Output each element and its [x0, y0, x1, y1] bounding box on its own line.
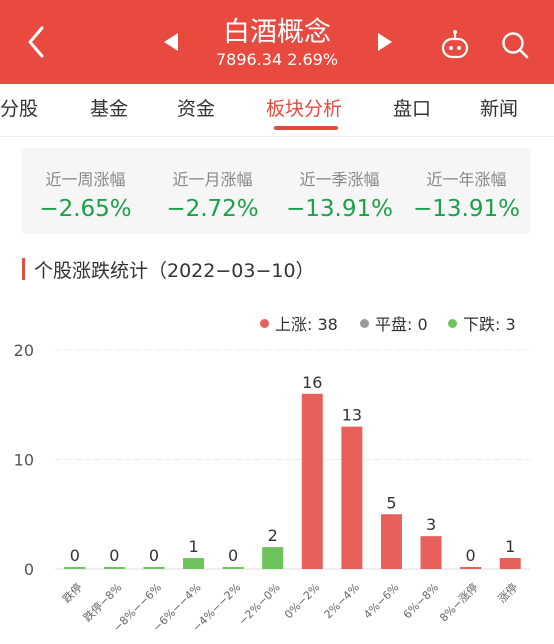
section-title: 个股涨跌统计（2022−03−10） — [34, 260, 315, 282]
bar-value-label: 13 — [342, 406, 362, 425]
legend-down: 下跌: 3 — [448, 311, 516, 335]
bar-value-label: 16 — [302, 373, 322, 392]
bar — [183, 558, 205, 569]
perf-value: −13.91% — [286, 196, 393, 222]
x-tick-label: 跌停 — [59, 580, 84, 605]
bar-value-label: 0 — [149, 546, 159, 565]
search-icon[interactable] — [498, 28, 532, 62]
next-arrow-icon[interactable] — [372, 30, 396, 54]
legend-flat-dot — [360, 319, 369, 328]
robot-assistant-icon[interactable] — [438, 28, 472, 62]
bar-value-label: 0 — [228, 546, 238, 565]
y-tick-label: 20 — [14, 341, 34, 360]
legend-up-label: 上涨: 38 — [275, 315, 338, 334]
tab-bar: 分股 基金 资金 板块分析 盘口 新闻 — [0, 84, 554, 137]
perf-value: −13.91% — [413, 196, 520, 222]
bar — [460, 567, 482, 569]
bar — [301, 393, 323, 569]
bar — [262, 547, 284, 569]
active-tab-indicator — [274, 126, 338, 130]
tab-capital[interactable]: 资金 — [177, 98, 216, 120]
performance-panel: 近一周涨幅 −2.65% 近一月涨幅 −2.72% 近一季涨幅 −13.91% … — [22, 148, 530, 234]
bar-value-label: 1 — [188, 537, 198, 556]
index-quote: 7896.34 2.69% — [215, 50, 339, 69]
perf-label: 近一季涨幅 — [299, 170, 380, 189]
bar-value-label: 0 — [70, 546, 80, 565]
legend-up: 上涨: 38 — [260, 311, 338, 335]
x-tick-label: 0%−2% — [282, 581, 322, 621]
y-tick-label: 10 — [14, 451, 34, 470]
page-title: 白酒概念 — [223, 17, 331, 48]
perf-label: 近一周涨幅 — [45, 170, 126, 189]
tab-news[interactable]: 新闻 — [480, 98, 519, 120]
legend-flat-label: 平盘: 0 — [375, 315, 428, 334]
tab-funds[interactable]: 基金 — [90, 98, 129, 120]
tab-stocks[interactable]: 分股 — [0, 98, 39, 120]
tab-sector-analysis[interactable]: 板块分析 — [266, 98, 343, 120]
legend-up-dot — [260, 319, 269, 328]
x-tick-label: 8%−涨停 — [436, 580, 480, 624]
bar — [222, 567, 244, 569]
bar — [103, 567, 125, 569]
bar — [420, 536, 442, 569]
bar — [380, 514, 402, 569]
y-tick-label: 0 — [24, 560, 34, 579]
tab-market-depth[interactable]: 盘口 — [393, 98, 432, 120]
previous-arrow-icon[interactable] — [160, 30, 184, 54]
x-tick-label: 2%−4% — [322, 581, 362, 621]
section-accent-bar — [22, 258, 25, 280]
perf-value: −2.72% — [166, 196, 259, 222]
x-tick-label: 涨停 — [495, 580, 520, 605]
back-arrow-icon[interactable] — [22, 24, 52, 60]
perf-label: 近一月涨幅 — [172, 170, 253, 189]
legend-flat: 平盘: 0 — [360, 311, 428, 335]
bar-value-label: 1 — [505, 537, 515, 556]
legend-down-label: 下跌: 3 — [463, 315, 516, 334]
x-tick-label: 4%−6% — [361, 581, 401, 621]
bar-value-label: 2 — [268, 526, 278, 545]
x-tick-label: −2%−0% — [236, 581, 283, 628]
x-tick-label: 6%−8% — [401, 581, 441, 621]
perf-label: 近一年涨幅 — [426, 170, 507, 189]
header-bar: 白酒概念 7896.34 2.69% — [0, 0, 554, 84]
perf-value: −2.65% — [39, 196, 132, 222]
bar — [143, 567, 165, 569]
bar — [64, 567, 86, 569]
legend-down-dot — [448, 319, 457, 328]
bar — [499, 558, 521, 569]
bar-value-label: 5 — [386, 493, 396, 512]
bar — [341, 426, 363, 569]
bar-value-label: 0 — [109, 546, 119, 565]
bar-value-label: 3 — [426, 515, 436, 534]
bar-value-label: 0 — [466, 546, 476, 565]
